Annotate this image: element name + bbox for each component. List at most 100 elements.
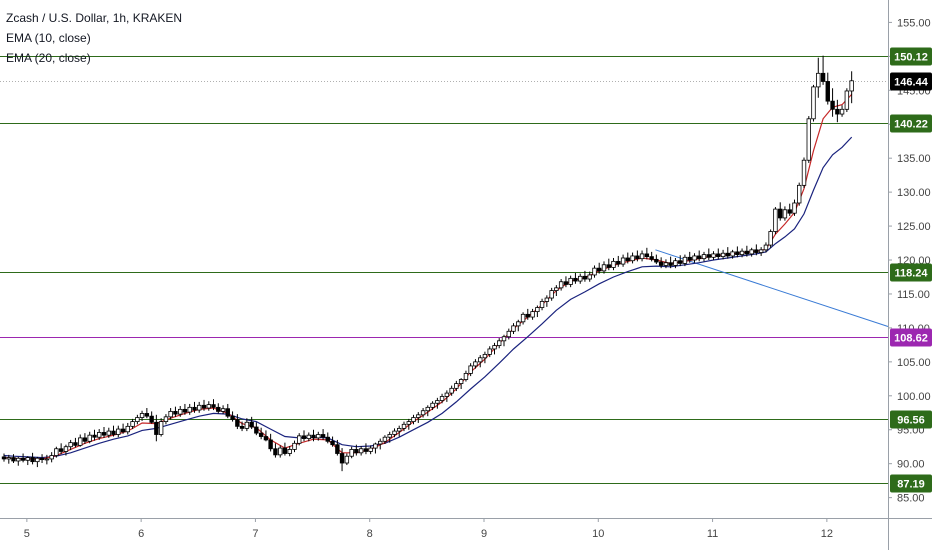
candle-128: [611, 257, 616, 271]
candle-body-38: [182, 408, 188, 413]
candle-162: [773, 207, 778, 235]
candle-body-58: [278, 447, 283, 456]
price-tick-label-11: 100.00: [897, 391, 931, 403]
candle-76: [363, 443, 369, 455]
candle-147: [701, 251, 707, 262]
candle-0: [1, 453, 7, 462]
candle-body-117: [558, 281, 564, 289]
candle-body-93: [444, 392, 450, 397]
candle-body-146: [697, 255, 702, 260]
candle-body-41: [196, 404, 202, 411]
candle-body-115: [549, 290, 554, 299]
ema20-legend[interactable]: EMA (20, close): [6, 51, 91, 65]
candle-77: [368, 445, 373, 455]
candle-body-14: [68, 442, 73, 448]
candle-body-149: [711, 253, 716, 258]
candle-body-89: [425, 406, 430, 412]
candle-body-66: [316, 434, 321, 439]
candle-156: [744, 245, 750, 257]
candle-175: [835, 99, 840, 123]
candle-body-35: [168, 411, 173, 418]
time-tick-label-0: 5: [24, 528, 30, 540]
candle-51: [244, 418, 250, 432]
candle-74: [354, 444, 359, 456]
candle-body-157: [749, 249, 754, 255]
candle-169: [806, 116, 811, 163]
candle-135: [644, 247, 650, 260]
candle-143: [682, 254, 688, 267]
price-badge-label-2: 140.22: [894, 119, 928, 131]
candle-body-16: [78, 437, 83, 446]
candle-body-112: [535, 307, 540, 313]
candle-27: [130, 418, 135, 430]
price-badge-label-3: 118.24: [894, 268, 928, 280]
price-badge-0: [890, 47, 932, 66]
candle-132: [630, 252, 635, 264]
candle-body-164: [782, 209, 788, 219]
candle-body-102: [487, 348, 492, 355]
candle-body-28: [135, 417, 140, 422]
candle-body-98: [468, 365, 473, 374]
candle-50: [239, 421, 245, 432]
candle-body-162: [773, 208, 778, 232]
candle-body-81: [387, 434, 392, 438]
candle-31: [149, 411, 154, 424]
candle-body-140: [668, 262, 673, 266]
candle-body-23: [111, 430, 116, 435]
candle-177: [844, 88, 850, 113]
candle-body-145: [692, 255, 697, 261]
candle-171: [816, 57, 821, 98]
candle-body-30: [144, 413, 150, 417]
candle-65: [311, 429, 316, 442]
candle-97: [463, 370, 469, 382]
candle-29: [139, 410, 145, 421]
candle-body-119: [568, 277, 573, 285]
candle-35: [168, 408, 173, 420]
candle-body-92: [439, 396, 445, 401]
symbol-title[interactable]: Zcash / U.S. Dollar, 1h, KRAKEN: [6, 11, 183, 25]
candle-body-137: [654, 258, 659, 263]
candle-81: [387, 431, 392, 443]
candle-56: [268, 433, 273, 452]
candle-5: [25, 456, 30, 466]
candle-115: [549, 287, 554, 301]
candle-32: [154, 414, 159, 442]
candle-body-82: [392, 430, 397, 435]
candle-82: [392, 428, 397, 438]
candle-83: [396, 425, 402, 437]
candle-body-27: [130, 421, 135, 427]
candle-37: [178, 405, 183, 417]
candle-2: [11, 454, 16, 464]
candle-body-150: [716, 253, 721, 258]
candle-body-60: [287, 449, 292, 454]
ema10-legend[interactable]: EMA (10, close): [6, 31, 91, 45]
price-badge-2: [890, 114, 932, 133]
candle-body-155: [739, 250, 745, 255]
candle-113: [539, 298, 545, 311]
candle-body-133: [635, 255, 640, 260]
candle-body-130: [620, 257, 626, 265]
candle-139: [663, 259, 669, 269]
candle-body-176: [839, 108, 845, 115]
candle-body-167: [797, 184, 802, 204]
candle-body-160: [763, 244, 769, 251]
candle-87: [416, 412, 421, 423]
price-badge-1: [890, 72, 932, 91]
candle-body-39: [187, 406, 192, 413]
candle-body-74: [354, 449, 359, 454]
candle-46: [220, 405, 226, 415]
price-badge-label-0: 150.12: [894, 52, 928, 64]
candle-107: [511, 323, 516, 335]
candle-102: [487, 346, 492, 358]
candle-146: [697, 250, 702, 262]
candle-body-84: [401, 423, 407, 429]
candle-body-59: [282, 447, 288, 454]
candle-90: [430, 401, 435, 411]
candle-body-26: [125, 425, 130, 433]
chart-legend: Zcash / U.S. Dollar, 1h, KRAKEN EMA (10,…: [6, 8, 182, 68]
candle-body-33: [158, 421, 164, 435]
candle-161: [768, 229, 773, 248]
candle-body-128: [611, 260, 616, 268]
candle-62: [296, 433, 302, 446]
